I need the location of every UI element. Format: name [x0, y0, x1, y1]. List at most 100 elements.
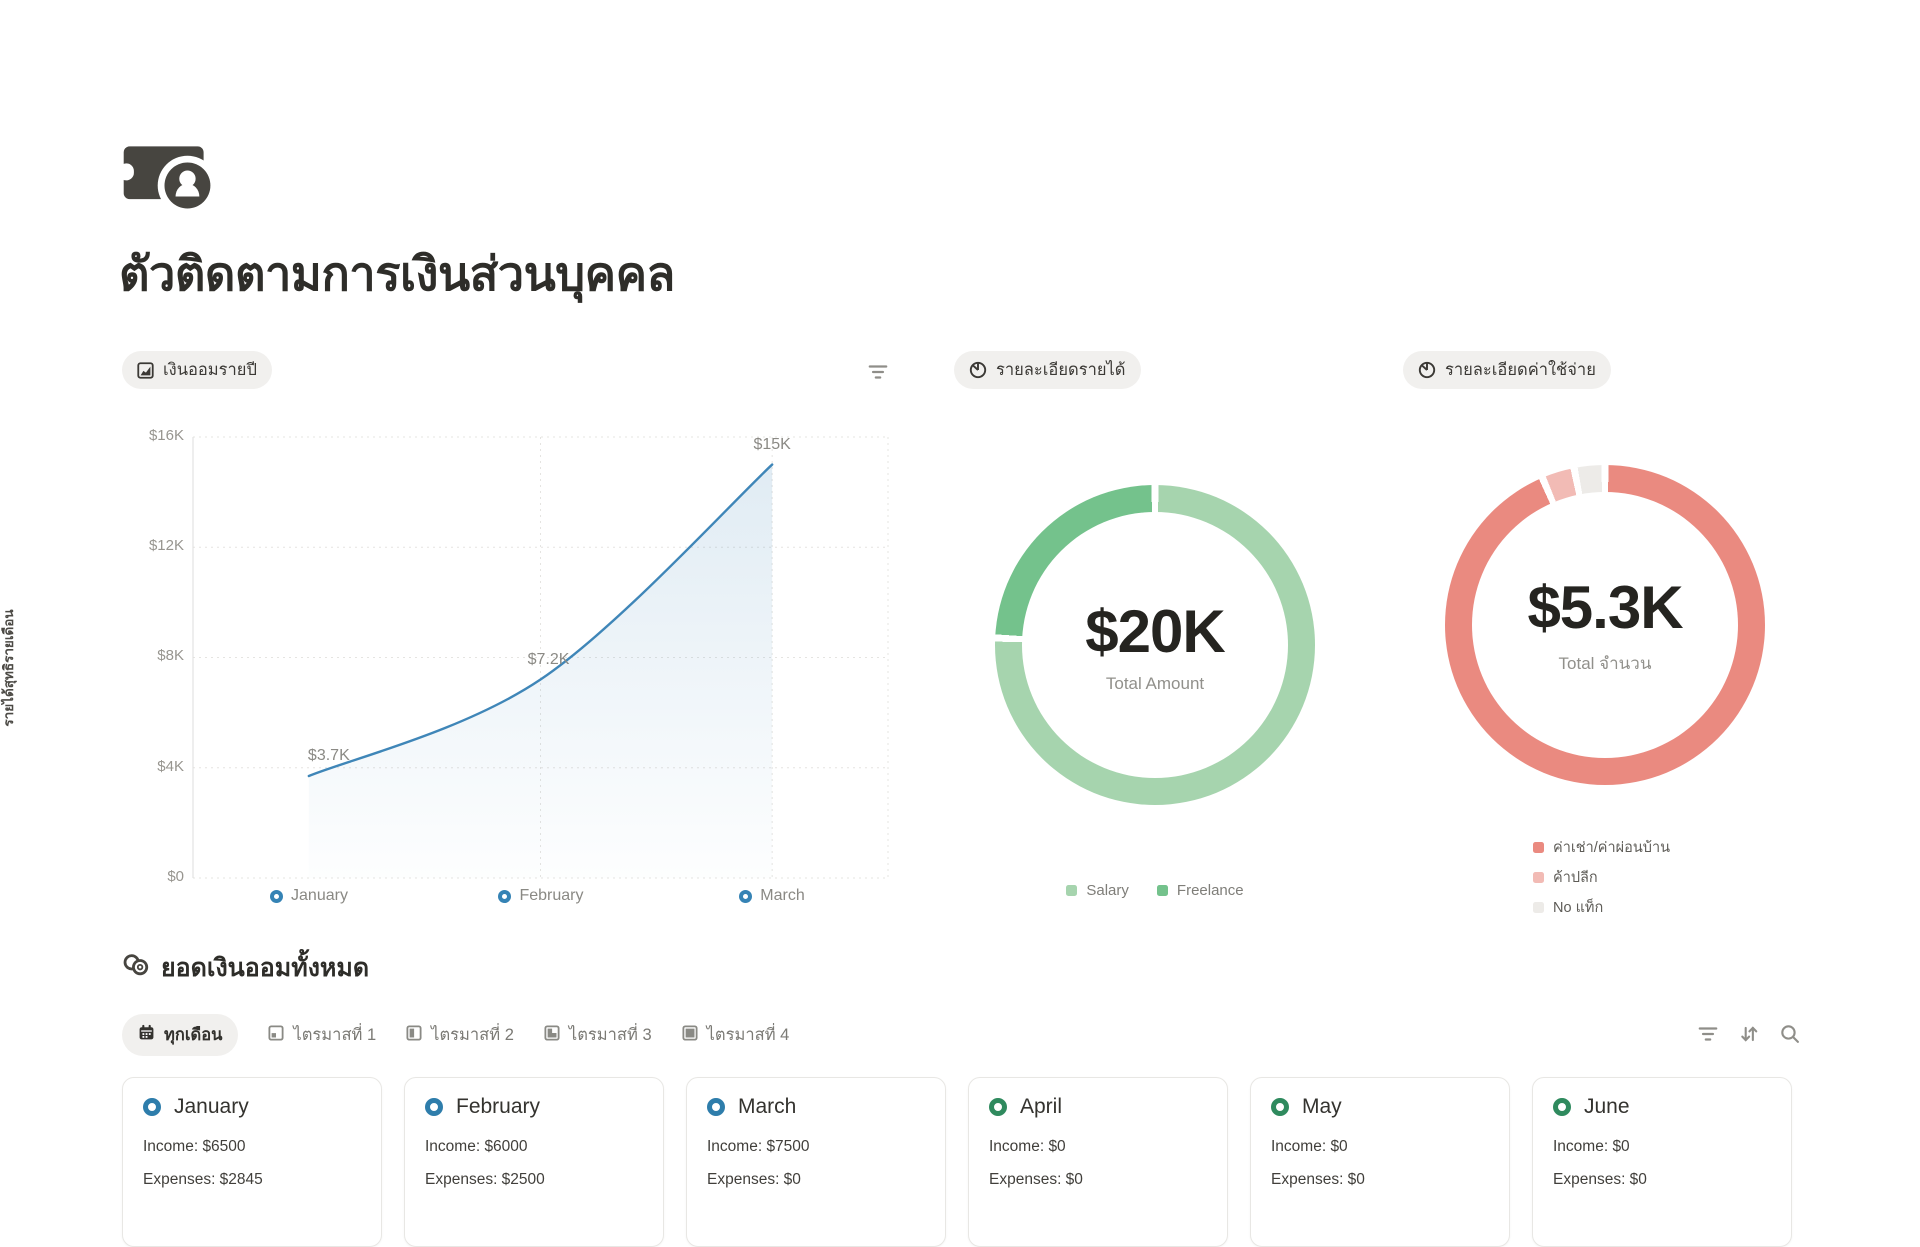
- card-june[interactable]: June Income: $0 Expenses: $0: [1532, 1077, 1792, 1247]
- x-category-label: March: [760, 887, 805, 904]
- income-total-label: Total Amount: [1105, 673, 1205, 693]
- coins-icon: [122, 953, 150, 984]
- y-tick: $16K: [148, 427, 184, 444]
- expense-breakdown-badge[interactable]: รายละเอียดค่าใช้จ่าย: [1403, 351, 1611, 389]
- month-cards-row: January Income: $6500 Expenses: $2845 Fe…: [122, 1077, 1792, 1247]
- card-income: Income: $0: [1553, 1138, 1630, 1155]
- card-month-title: March: [738, 1095, 797, 1118]
- savings-filter-icon[interactable]: [864, 358, 892, 386]
- card-april[interactable]: April Income: $0 Expenses: $0: [968, 1077, 1228, 1247]
- card-month-title: May: [1302, 1095, 1342, 1118]
- page-title: ตัวติดตามการเงินส่วนบุคคล: [119, 247, 675, 300]
- tab-quarter-4[interactable]: ไตรมาสที่ 4: [682, 1022, 789, 1048]
- quarter-3-icon: [544, 1024, 560, 1046]
- quarter-1-icon: [268, 1024, 284, 1046]
- expense-breakdown-badge-label: รายละเอียดค่าใช้จ่าย: [1445, 361, 1596, 379]
- no-tag-swatch-icon: [1533, 902, 1544, 913]
- card-month-title: April: [1020, 1095, 1063, 1118]
- savings-line-chart: [192, 436, 889, 879]
- month-marker-icon: [425, 1098, 443, 1116]
- card-month-title: January: [174, 1095, 249, 1118]
- money-coin-logo-icon: [118, 134, 224, 225]
- card-may[interactable]: May Income: $0 Expenses: $0: [1250, 1077, 1510, 1247]
- legend-item-no-tag: No แท็ก: [1533, 896, 1670, 919]
- filter-icon[interactable]: [1694, 1020, 1722, 1048]
- point-label: $15K: [753, 435, 791, 453]
- income-breakdown-badge-label: รายละเอียดรายได้: [996, 361, 1126, 379]
- month-marker-icon: [989, 1098, 1007, 1116]
- x-category-march: March: [712, 887, 832, 905]
- point-label: $7.2K: [527, 650, 570, 668]
- legend-item-salary: Salary: [1066, 882, 1129, 899]
- month-marker-icon: [143, 1098, 161, 1116]
- card-month-title: June: [1584, 1095, 1630, 1118]
- annual-savings-badge-label: เงินออมรายปี: [163, 361, 257, 379]
- card-expenses: Expenses: $0: [989, 1171, 1083, 1188]
- x-category-label: February: [519, 887, 584, 904]
- expense-legend: ค่าเช่า/ค่าผ่อนบ้าน ค้าปลีก No แท็ก: [1533, 836, 1670, 919]
- pie-chart-icon: [969, 361, 987, 379]
- tab-label: ไตรมาสที่ 2: [431, 1026, 514, 1044]
- month-marker-icon: [707, 1098, 725, 1116]
- legend-label: Freelance: [1176, 882, 1244, 899]
- card-expenses: Expenses: $0: [1553, 1171, 1647, 1188]
- y-tick: $12K: [148, 537, 184, 554]
- legend-item-rent: ค่าเช่า/ค่าผ่อนบ้าน: [1533, 836, 1670, 859]
- expense-total-label: Total จำนวน: [1558, 654, 1652, 673]
- card-income: Income: $0: [1271, 1138, 1348, 1155]
- income-legend: Salary Freelance: [995, 882, 1315, 899]
- summary-toolbar: [1694, 1020, 1804, 1048]
- x-category-february: February: [481, 887, 601, 905]
- tab-quarter-2[interactable]: ไตรมาสที่ 2: [406, 1022, 514, 1048]
- card-expenses: Expenses: $2845: [143, 1171, 263, 1188]
- tab-label: ไตรมาสที่ 3: [568, 1026, 652, 1044]
- card-january[interactable]: January Income: $6500 Expenses: $2845: [122, 1077, 382, 1247]
- month-marker-icon: [1271, 1098, 1289, 1116]
- y-tick: $4K: [157, 758, 184, 775]
- legend-label: ค่าเช่า/ค่าผ่อนบ้าน: [1553, 840, 1671, 856]
- expense-donut-chart: $5.3K Total จำนวน: [1445, 465, 1765, 785]
- y-tick: $8K: [157, 647, 184, 664]
- month-marker-icon: [1553, 1098, 1571, 1116]
- legend-label: No แท็ก: [1553, 900, 1604, 916]
- category-marker-icon: [739, 889, 753, 903]
- card-income: Income: $0: [989, 1138, 1066, 1155]
- tab-quarter-3[interactable]: ไตรมาสที่ 3: [544, 1022, 652, 1048]
- card-expenses: Expenses: $0: [707, 1171, 801, 1188]
- retail-swatch-icon: [1533, 872, 1544, 883]
- sort-icon[interactable]: [1735, 1020, 1763, 1048]
- pie-chart-icon: [1418, 361, 1436, 379]
- area-chart-icon: [137, 361, 154, 379]
- salary-swatch-icon: [1066, 885, 1078, 896]
- card-march[interactable]: March Income: $7500 Expenses: $0: [686, 1077, 946, 1247]
- income-breakdown-badge[interactable]: รายละเอียดรายได้: [954, 351, 1141, 389]
- summary-title: ยอดเงินออมทั้งหมด: [161, 954, 370, 982]
- category-marker-icon: [270, 889, 284, 903]
- tab-quarter-1[interactable]: ไตรมาสที่ 1: [268, 1022, 376, 1048]
- card-february[interactable]: February Income: $6000 Expenses: $2500: [404, 1077, 664, 1247]
- category-marker-icon: [498, 889, 512, 903]
- card-income: Income: $7500: [707, 1138, 810, 1155]
- search-icon[interactable]: [1776, 1020, 1804, 1048]
- quarter-2-icon: [406, 1024, 422, 1046]
- y-tick: $0: [167, 868, 184, 885]
- point-label: $3.7K: [307, 747, 350, 765]
- annual-savings-badge[interactable]: เงินออมรายปี: [122, 351, 272, 389]
- freelance-swatch-icon: [1156, 885, 1168, 896]
- calendar-icon: [138, 1024, 155, 1046]
- card-month-title: February: [456, 1095, 541, 1118]
- expense-total: $5.3K: [1527, 574, 1683, 641]
- legend-label: Salary: [1086, 882, 1129, 899]
- summary-section-header: ยอดเงินออมทั้งหมด: [122, 948, 369, 988]
- card-income: Income: $6500: [143, 1138, 246, 1155]
- y-axis-title: รายได้สุทธิรายเดือน: [1, 609, 16, 727]
- tab-every-month[interactable]: ทุกเดือน: [122, 1014, 239, 1056]
- quarter-4-icon: [682, 1024, 698, 1046]
- income-total: $20K: [1085, 597, 1225, 665]
- legend-label: ค้าปลีก: [1553, 870, 1598, 886]
- x-category-label: January: [291, 887, 348, 904]
- rent-swatch-icon: [1533, 842, 1544, 853]
- tab-label: ทุกเดือน: [164, 1026, 223, 1044]
- card-expenses: Expenses: $2500: [425, 1171, 545, 1188]
- card-expenses: Expenses: $0: [1271, 1171, 1365, 1188]
